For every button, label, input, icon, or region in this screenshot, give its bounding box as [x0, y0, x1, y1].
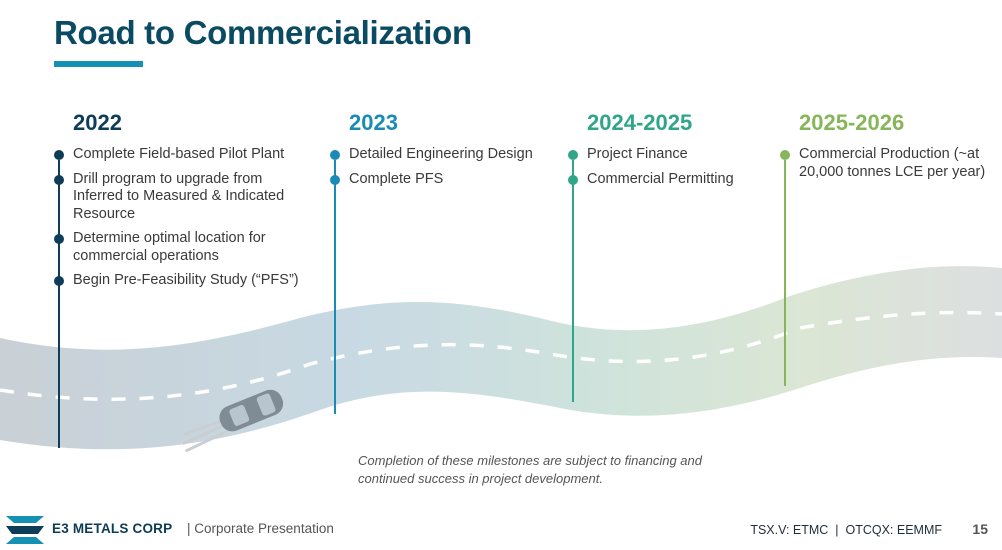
milestone-item-text: Complete Field-based Pilot Plant [73, 146, 285, 162]
milestone-2023: 2023 Detailed Engineering Design Complet… [330, 110, 545, 195]
road-center-line [0, 310, 1002, 402]
bullet-dot [330, 150, 340, 160]
milestone-item-text: Begin Pre-Feasibility Study (“PFS”) [73, 272, 299, 288]
milestone-item: Project Finance [568, 146, 768, 164]
milestone-item-text: Complete PFS [349, 170, 444, 187]
footer-presentation-label: | Corporate Presentation [187, 521, 334, 536]
disclaimer-note: Completion of these milestones are subje… [358, 453, 702, 486]
timeline-line-2025-2026 [784, 160, 786, 386]
milestone-2025-2026: 2025-2026 Commercial Production (~at 20,… [780, 110, 990, 188]
milestone-list: Project Finance Commercial Permitting [568, 146, 768, 188]
milestone-item: Detailed Engineering Design [330, 146, 545, 164]
milestone-year: 2025-2026 [799, 110, 905, 135]
bullet-dot [54, 150, 64, 160]
milestone-year: 2024-2025 [587, 110, 693, 135]
milestone-item: Drill program to upgrade from Inferred t… [54, 171, 314, 224]
milestone-year: 2022 [73, 110, 122, 135]
milestone-item: Determine optimal location for commercia… [54, 230, 314, 265]
milestone-item-text: Determine optimal location for commercia… [73, 230, 266, 264]
milestone-item: Complete PFS [330, 171, 545, 189]
timeline-line-2024-2025 [572, 160, 574, 402]
footer-brand: E3 METALS CORP [52, 521, 173, 536]
milestone-list: Commercial Production (~at 20,000 tonnes… [780, 146, 990, 181]
bullet-dot [54, 174, 64, 185]
milestone-item-text: Commercial Permitting [587, 170, 734, 187]
bullet-dot [54, 234, 64, 244]
milestone-2024-2025: 2024-2025 Project Finance Commercial Per… [568, 110, 768, 195]
car-icon [182, 389, 284, 453]
bullet-dot [780, 150, 790, 160]
milestone-list: Detailed Engineering Design Complete PFS [330, 146, 545, 188]
bullet-dot [54, 276, 64, 286]
bullet-dot [568, 150, 578, 160]
milestone-item: Commercial Production (~at 20,000 tonnes… [780, 146, 990, 181]
milestone-2022: 2022 Complete Field-based Pilot Plant Dr… [54, 110, 314, 297]
bullet-dot [330, 174, 340, 185]
e3-logo-icon [6, 516, 44, 544]
milestone-item-text: Detailed Engineering Design [349, 146, 533, 162]
milestone-list: Complete Field-based Pilot Plant Drill p… [54, 146, 314, 290]
timeline-line-2023 [334, 160, 336, 414]
milestone-year: 2023 [349, 110, 398, 135]
footer-ticker: TSX.V: ETMC | OTCQX: EEMMF [750, 523, 942, 537]
title-underline [54, 61, 143, 67]
milestone-item-text: Commercial Production (~at 20,000 tonnes… [799, 146, 986, 180]
milestone-item-text: Drill program to upgrade from Inferred t… [73, 170, 285, 222]
milestone-item: Commercial Permitting [568, 171, 768, 189]
milestone-item: Complete Field-based Pilot Plant [54, 146, 314, 164]
timeline-line-2022 [58, 160, 60, 448]
milestone-item: Begin Pre-Feasibility Study (“PFS”) [54, 272, 314, 290]
milestone-item-text: Project Finance [587, 146, 688, 162]
bullet-dot [568, 174, 578, 185]
page-number: 15 [972, 521, 988, 537]
page-title: Road to Commercialization [54, 14, 472, 51]
